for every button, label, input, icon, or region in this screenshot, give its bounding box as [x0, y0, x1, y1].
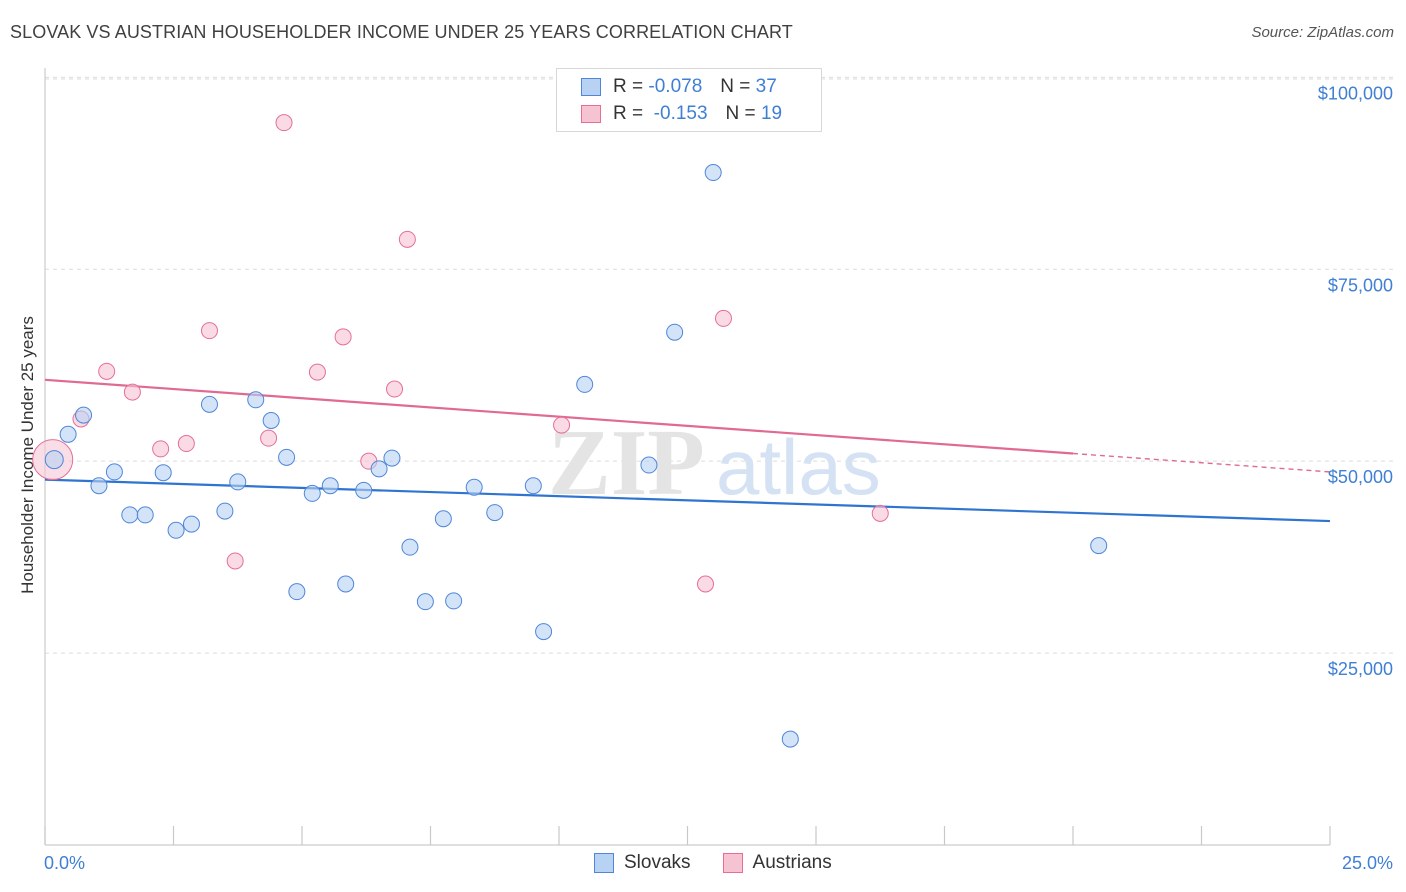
trend-line-austrians — [44, 378, 1074, 455]
austrian-point — [275, 114, 293, 132]
austrian-point — [334, 328, 352, 346]
n-label: N = — [725, 103, 756, 124]
trend-lines — [44, 378, 1331, 523]
grid-lines — [45, 76, 1394, 654]
legend-row-austrians: R = -0.153 N = 19 — [581, 102, 782, 126]
austrian-point — [152, 440, 170, 458]
slovak-swatch — [581, 78, 601, 96]
slovak-point — [445, 592, 463, 610]
slovak-point — [465, 478, 483, 496]
austrian-point — [696, 575, 714, 593]
slovak-point — [704, 164, 722, 182]
series-legend: Slovaks Austrians — [594, 852, 864, 874]
austrian-point — [226, 552, 244, 570]
r-value: -0.078 — [648, 76, 703, 97]
slovak-point — [288, 583, 306, 601]
x-tick-label-min: 0.0% — [44, 853, 85, 873]
trend-line-slovaks — [44, 478, 1331, 523]
slovak-point — [136, 506, 154, 524]
slovak-point — [200, 395, 218, 413]
n-label: N = — [720, 76, 751, 97]
slovak-point — [576, 375, 594, 393]
slovak-point — [535, 623, 553, 641]
slovak-point — [182, 515, 200, 533]
correlation-legend: R = -0.078 N = 37 R = -0.153 N = 19 — [556, 68, 822, 132]
slovak-point — [247, 391, 265, 409]
austrian-point — [398, 230, 416, 248]
slovak-point — [44, 450, 64, 470]
watermark: ZIP atlas — [548, 411, 881, 515]
slovak-point — [90, 477, 108, 495]
austrians-swatch — [722, 853, 743, 873]
austrian-point — [386, 380, 404, 398]
y-tick-label: $25,000 — [1328, 659, 1393, 679]
slovak-point — [154, 464, 172, 482]
legend-item-slovaks: Slovaks — [594, 852, 691, 874]
slovak-point — [278, 448, 296, 466]
data-points — [32, 114, 1108, 748]
trend-line-austrians-extension — [1072, 452, 1331, 473]
slovak-point — [229, 473, 247, 491]
slovak-point — [59, 425, 77, 443]
austrian-point — [308, 363, 326, 381]
slovak-point — [262, 411, 280, 429]
austrian-point — [123, 383, 141, 401]
slovak-point — [370, 460, 388, 478]
y-tick-label: $75,000 — [1328, 275, 1393, 295]
slovak-point — [416, 593, 434, 611]
y-tick-label: $100,000 — [1318, 83, 1393, 103]
slovak-point — [640, 456, 658, 474]
legend-item-austrians: Austrians — [722, 852, 832, 874]
slovak-point — [401, 538, 419, 556]
y-tick-label: $50,000 — [1328, 467, 1393, 487]
source-credit: Source: ZipAtlas.com — [1251, 24, 1394, 41]
slovak-point — [216, 502, 234, 520]
slovak-point — [781, 730, 799, 748]
slovak-point — [355, 481, 373, 499]
legend-label-slovaks: Slovaks — [624, 852, 691, 873]
r-value: -0.153 — [653, 103, 708, 124]
slovak-point — [303, 484, 321, 502]
tick-labels: $25,000 $50,000 $75,000 $100,000 0.0% 25.0% — [44, 83, 1393, 873]
austrian-swatch — [581, 105, 601, 123]
slovak-point — [383, 449, 401, 467]
austrian-point — [177, 435, 195, 453]
austrian-point — [553, 416, 571, 434]
slovak-point — [1090, 537, 1108, 555]
slovak-point — [321, 477, 339, 495]
slovak-point — [666, 323, 684, 341]
slovak-point — [105, 463, 123, 481]
r-label: R = — [613, 103, 644, 124]
n-value: 37 — [755, 76, 777, 97]
slovak-point — [75, 406, 93, 424]
legend-row-slovaks: R = -0.078 N = 37 — [581, 75, 777, 99]
chart-title: SLOVAK VS AUSTRIAN HOUSEHOLDER INCOME UN… — [10, 22, 793, 42]
slovak-point — [121, 506, 139, 524]
watermark-atlas: atlas — [716, 423, 881, 511]
slovak-point — [486, 504, 504, 522]
austrian-point — [260, 429, 278, 447]
r-label: R = — [613, 76, 644, 97]
austrian-point — [871, 504, 889, 522]
austrian-point — [714, 309, 732, 327]
axes — [44, 68, 1331, 846]
slovak-point — [337, 575, 355, 593]
austrian-point — [98, 362, 116, 380]
slovak-point — [167, 521, 185, 539]
slovaks-swatch — [594, 853, 614, 873]
x-tick-label-max: 25.0% — [1342, 853, 1393, 873]
legend-label-austrians: Austrians — [752, 852, 832, 873]
slovak-point — [524, 477, 542, 495]
austrian-point — [200, 322, 218, 340]
n-value: 19 — [760, 103, 783, 124]
slovak-point — [434, 510, 452, 528]
